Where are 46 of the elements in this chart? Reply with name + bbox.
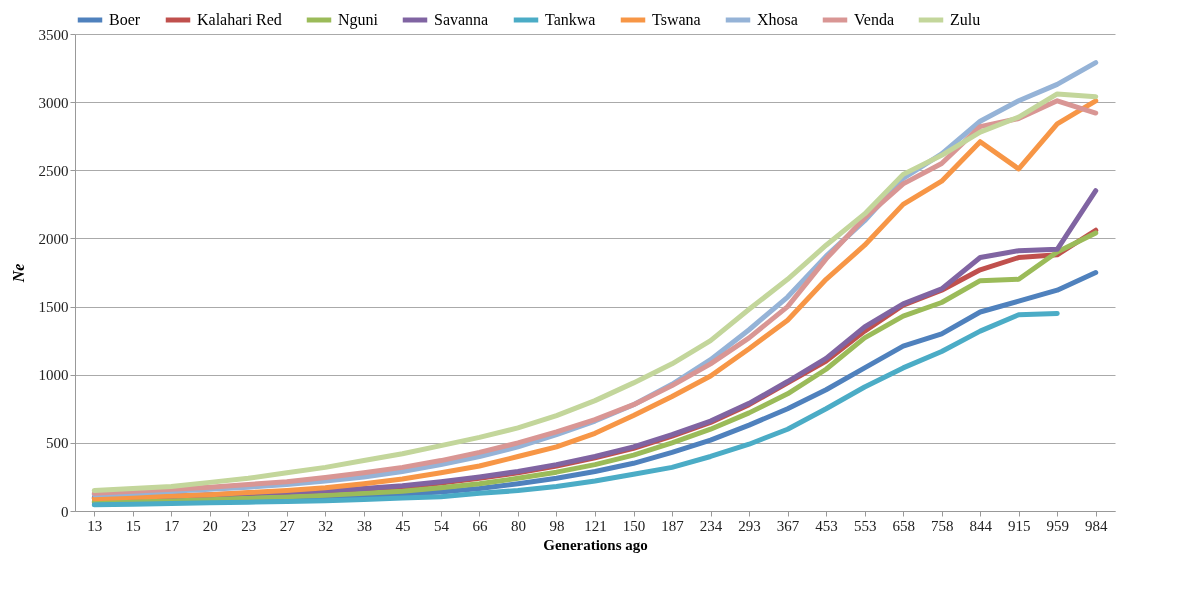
x-tick-label: 758	[930, 517, 954, 534]
y-tick-label: 500	[46, 435, 69, 452]
x-tick-label: 45	[395, 517, 411, 534]
x-tick-label: 17	[164, 517, 180, 534]
y-tick-label: 3000	[38, 94, 69, 111]
x-tick-label: 23	[241, 517, 257, 534]
y-tick-label: 2500	[38, 162, 69, 179]
legend-label: Tankwa	[545, 11, 596, 28]
legend-label: Xhosa	[757, 11, 798, 28]
x-tick-label: 553	[853, 517, 877, 534]
y-tick-label: 2000	[38, 230, 69, 247]
x-tick-label: 80	[510, 517, 526, 534]
x-tick-label: 234	[699, 517, 723, 534]
x-tick-label: 38	[356, 517, 372, 534]
x-tick-label: 20	[202, 517, 218, 534]
x-tick-label: 187	[661, 517, 685, 534]
legend-label: Zulu	[950, 11, 981, 28]
legend-label: Boer	[109, 11, 141, 28]
y-tick-label: 1500	[38, 299, 69, 316]
x-tick-label: 27	[279, 517, 296, 534]
x-tick-label: 121	[584, 517, 607, 534]
x-tick-label: 915	[1007, 517, 1031, 534]
x-tick-label: 98	[549, 517, 565, 534]
x-tick-label: 453	[815, 517, 838, 534]
y-tick-label: 1000	[38, 367, 69, 384]
x-tick-label: 66	[472, 517, 488, 534]
legend-label: Venda	[854, 11, 894, 28]
x-tick-label: 658	[892, 517, 915, 534]
x-tick-label: 959	[1046, 517, 1069, 534]
x-tick-label: 13	[87, 517, 103, 534]
x-tick-label: 367	[776, 517, 800, 534]
y-axis-title: Ne	[9, 263, 27, 284]
legend-label: Nguni	[338, 11, 379, 29]
legend-label: Kalahari Red	[197, 11, 282, 28]
x-tick-label: 844	[969, 517, 993, 534]
legend-label: Tswana	[652, 11, 701, 28]
legend-label: Savanna	[434, 11, 489, 28]
x-axis-title: Generations ago	[543, 536, 648, 553]
x-tick-label: 32	[318, 517, 334, 534]
x-tick-label: 984	[1084, 517, 1108, 534]
y-tick-label: 0	[61, 503, 69, 520]
x-tick-label: 150	[622, 517, 646, 534]
x-tick-label: 15	[125, 517, 141, 534]
x-tick-label: 293	[738, 517, 761, 534]
x-tick-label: 54	[433, 517, 450, 534]
y-tick-label: 3500	[38, 26, 69, 43]
